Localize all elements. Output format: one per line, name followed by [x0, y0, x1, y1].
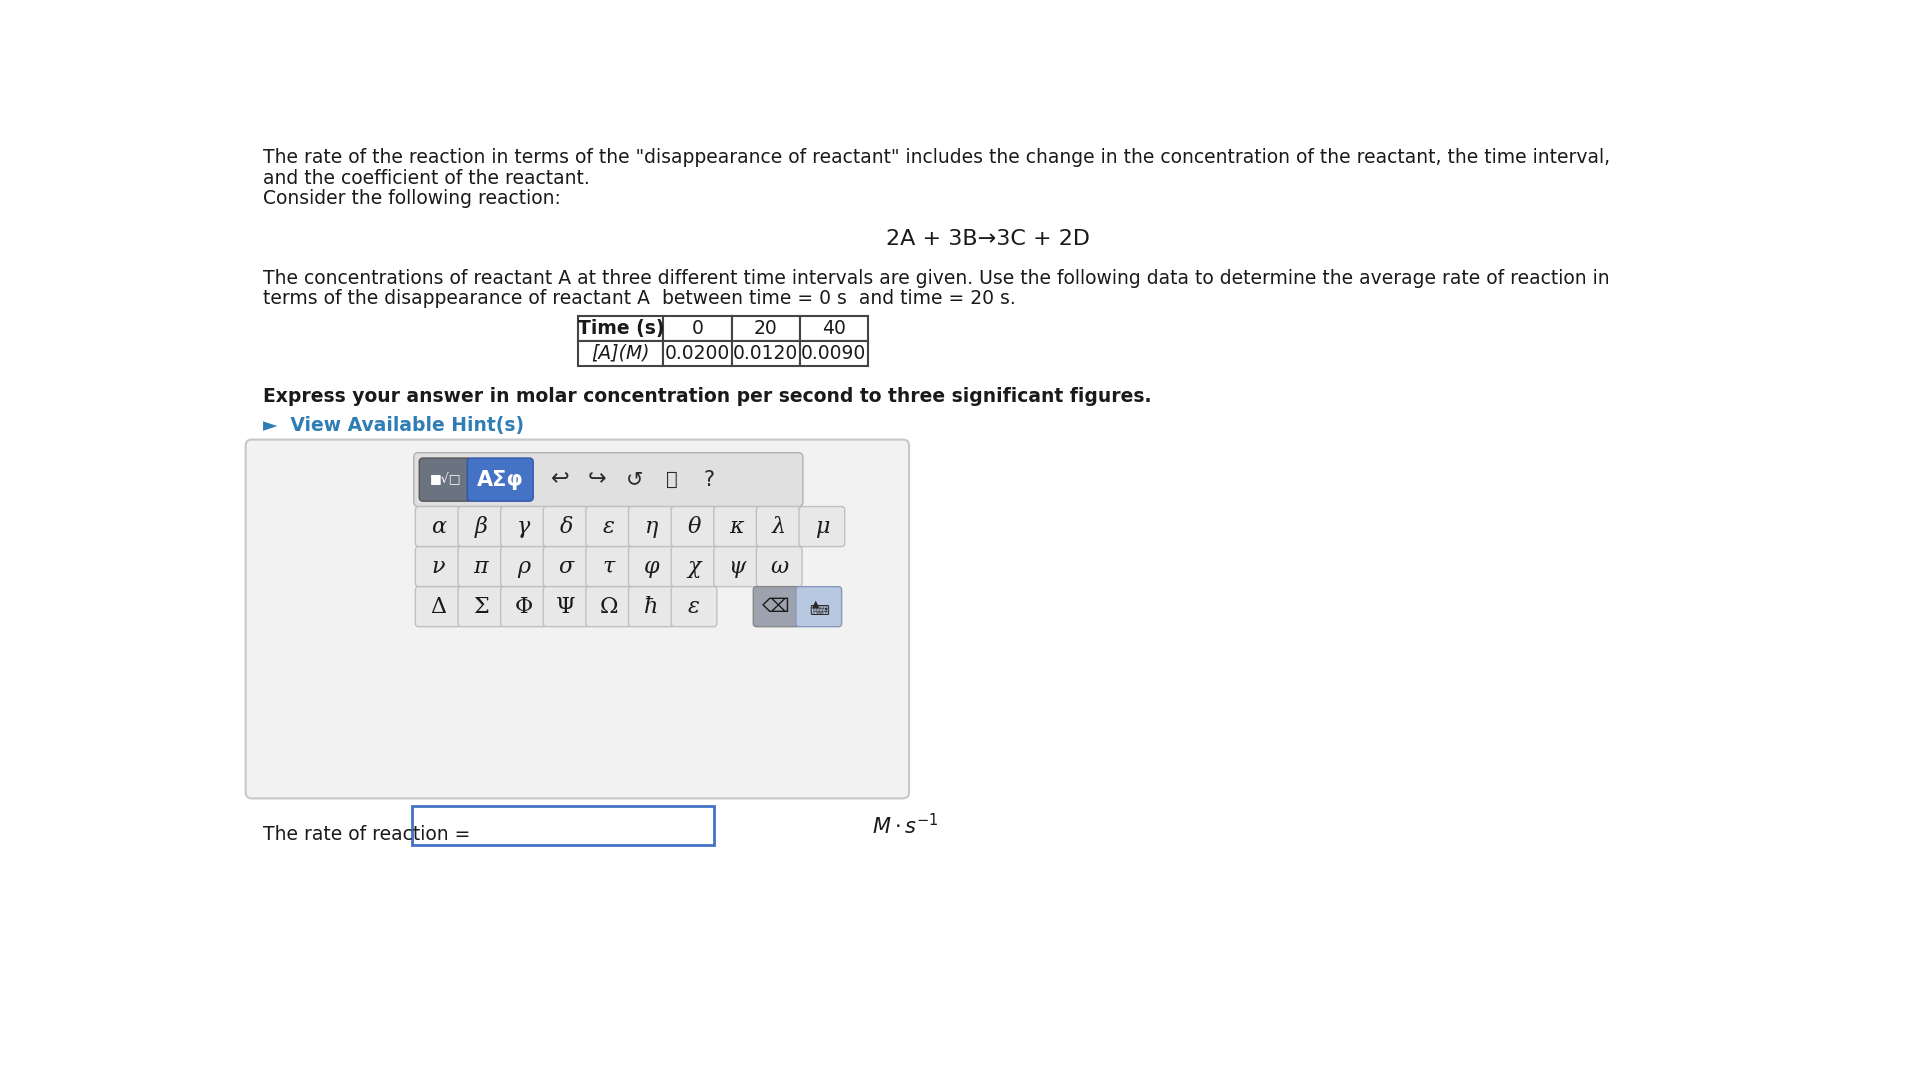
- Text: 0: 0: [692, 319, 704, 338]
- Text: μ: μ: [816, 516, 829, 537]
- Text: θ: θ: [686, 516, 700, 537]
- Text: Ω: Ω: [600, 595, 619, 618]
- FancyBboxPatch shape: [415, 586, 461, 627]
- FancyBboxPatch shape: [544, 586, 588, 627]
- FancyBboxPatch shape: [459, 586, 503, 627]
- Text: terms of the disappearance of reactant A  between time = 0 s  and time = 20 s.: terms of the disappearance of reactant A…: [262, 290, 1016, 308]
- Bar: [411, 807, 713, 845]
- Text: ε: ε: [603, 516, 615, 537]
- Text: Σ: Σ: [472, 595, 488, 618]
- FancyBboxPatch shape: [671, 507, 717, 546]
- Text: The rate of reaction =: The rate of reaction =: [262, 825, 470, 845]
- Text: ↺: ↺: [627, 470, 644, 489]
- Text: $M \cdot s^{-1}$: $M \cdot s^{-1}$: [871, 813, 939, 838]
- Text: Ψ: Ψ: [557, 595, 576, 618]
- Bar: [578, 341, 663, 365]
- Text: Δ: Δ: [430, 595, 445, 618]
- Text: ⌹: ⌹: [665, 470, 679, 489]
- Text: The rate of the reaction in terms of the "disappearance of reactant" includes th: The rate of the reaction in terms of the…: [262, 148, 1610, 167]
- Bar: [663, 316, 731, 341]
- FancyBboxPatch shape: [415, 452, 802, 507]
- FancyBboxPatch shape: [796, 586, 843, 627]
- FancyBboxPatch shape: [467, 458, 534, 501]
- FancyBboxPatch shape: [544, 546, 588, 586]
- Text: Time (s): Time (s): [578, 319, 663, 338]
- FancyBboxPatch shape: [501, 546, 546, 586]
- Text: ħ: ħ: [644, 595, 659, 618]
- FancyBboxPatch shape: [415, 507, 461, 546]
- FancyBboxPatch shape: [671, 546, 717, 586]
- FancyBboxPatch shape: [586, 546, 632, 586]
- Text: 0.0120: 0.0120: [733, 343, 798, 363]
- FancyBboxPatch shape: [459, 507, 503, 546]
- Text: κ: κ: [729, 516, 744, 537]
- FancyBboxPatch shape: [713, 546, 760, 586]
- FancyBboxPatch shape: [671, 586, 717, 627]
- FancyBboxPatch shape: [754, 586, 798, 627]
- Text: α: α: [430, 516, 445, 537]
- Text: χ: χ: [686, 556, 700, 578]
- Bar: [800, 341, 868, 365]
- Text: τ: τ: [603, 556, 615, 578]
- Text: AΣφ: AΣφ: [476, 470, 524, 489]
- Text: ρ: ρ: [517, 556, 530, 578]
- Text: ↩: ↩: [551, 470, 569, 489]
- Text: β: β: [474, 516, 488, 537]
- Text: γ: γ: [517, 516, 530, 537]
- Text: [A](M): [A](M): [592, 343, 650, 363]
- Text: σ: σ: [559, 556, 575, 578]
- Bar: [663, 341, 731, 365]
- Text: ω: ω: [769, 556, 789, 578]
- FancyBboxPatch shape: [501, 507, 546, 546]
- FancyBboxPatch shape: [713, 507, 760, 546]
- FancyBboxPatch shape: [586, 586, 632, 627]
- Text: λ: λ: [773, 516, 787, 537]
- FancyBboxPatch shape: [629, 546, 675, 586]
- FancyBboxPatch shape: [629, 507, 675, 546]
- Text: φ: φ: [644, 556, 659, 578]
- Text: ■√□: ■√□: [430, 473, 461, 486]
- FancyBboxPatch shape: [756, 546, 802, 586]
- Text: ↪: ↪: [588, 470, 607, 489]
- Text: ⌫: ⌫: [762, 597, 790, 616]
- Text: and the coefficient of the reactant.: and the coefficient of the reactant.: [262, 169, 590, 189]
- FancyBboxPatch shape: [756, 507, 802, 546]
- FancyBboxPatch shape: [418, 458, 472, 501]
- Text: 40: 40: [821, 319, 846, 338]
- Text: Φ: Φ: [515, 595, 532, 618]
- Text: Consider the following reaction:: Consider the following reaction:: [262, 190, 561, 208]
- FancyBboxPatch shape: [245, 439, 908, 798]
- FancyBboxPatch shape: [415, 546, 461, 586]
- Bar: [800, 316, 868, 341]
- Text: 0.0200: 0.0200: [665, 343, 731, 363]
- Text: η: η: [644, 516, 657, 537]
- Text: 2A + 3B→3C + 2D: 2A + 3B→3C + 2D: [887, 229, 1089, 250]
- Text: π: π: [474, 556, 488, 578]
- FancyBboxPatch shape: [586, 507, 632, 546]
- Text: ψ: ψ: [729, 556, 746, 578]
- Text: ?: ?: [704, 470, 715, 489]
- Text: ε: ε: [688, 595, 700, 618]
- Bar: [731, 341, 800, 365]
- FancyBboxPatch shape: [629, 586, 675, 627]
- Text: Express your answer in molar concentration per second to three significant figur: Express your answer in molar concentrati…: [262, 387, 1151, 407]
- FancyBboxPatch shape: [459, 546, 503, 586]
- Text: 0.0090: 0.0090: [802, 343, 866, 363]
- FancyBboxPatch shape: [501, 586, 546, 627]
- Text: ⌨: ⌨: [808, 604, 829, 618]
- FancyBboxPatch shape: [544, 507, 588, 546]
- Text: The concentrations of reactant A at three different time intervals are given. Us: The concentrations of reactant A at thre…: [262, 269, 1610, 289]
- Text: 20: 20: [754, 319, 777, 338]
- Text: ▲: ▲: [812, 598, 819, 608]
- Bar: [578, 316, 663, 341]
- FancyBboxPatch shape: [798, 507, 844, 546]
- Bar: [731, 316, 800, 341]
- Text: δ: δ: [559, 516, 573, 537]
- Text: ►  View Available Hint(s): ► View Available Hint(s): [262, 416, 524, 436]
- Text: ν: ν: [432, 556, 445, 578]
